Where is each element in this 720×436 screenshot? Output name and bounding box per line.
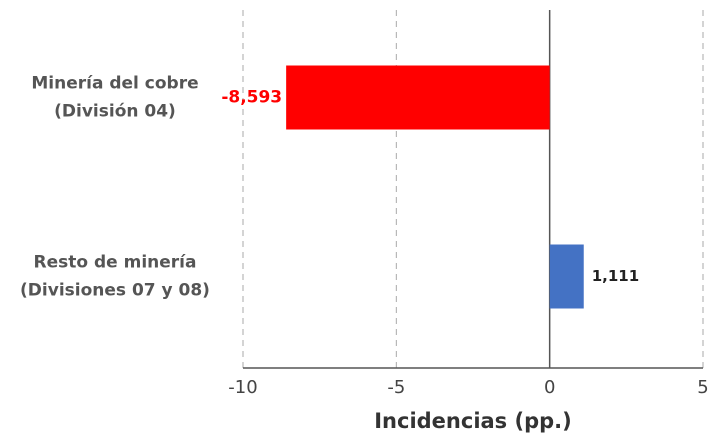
x-tick-label: 0 xyxy=(544,377,555,398)
bar xyxy=(286,65,550,130)
value-label: -8,593 xyxy=(221,88,282,108)
value-label: 1,111 xyxy=(592,267,639,285)
x-tick-label: -10 xyxy=(228,377,257,398)
bar xyxy=(549,244,584,309)
y-tick-label: (División 04) xyxy=(54,102,176,122)
x-tick-label: 5 xyxy=(697,377,708,398)
y-tick-label: Resto de minería xyxy=(34,253,197,273)
x-axis-title: Incidencias (pp.) xyxy=(374,409,572,433)
y-tick-label: Minería del cobre xyxy=(31,74,198,94)
x-tick-label: -5 xyxy=(387,377,405,398)
y-tick-label: (Divisiones 07 y 08) xyxy=(20,281,210,301)
